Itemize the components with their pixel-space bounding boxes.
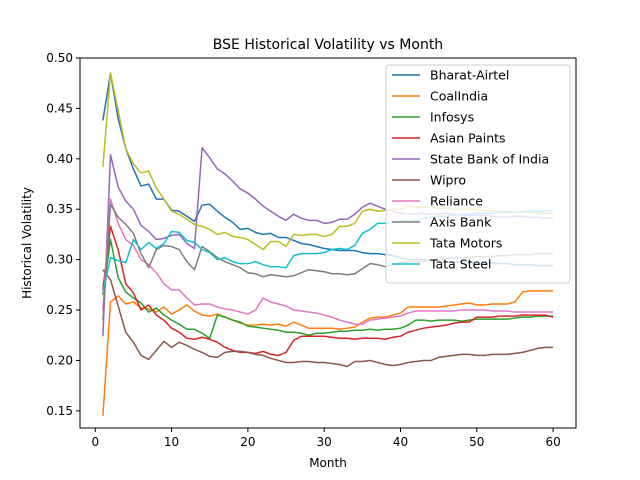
legend-label: CoalIndia [430, 89, 488, 104]
x-axis-label: Month [309, 456, 347, 470]
x-tick-label: 50 [469, 435, 484, 449]
legend-label: Bharat-Airtel [430, 68, 509, 83]
y-tick-label: 0.20 [46, 353, 73, 367]
series-line-coalindia [102, 290, 554, 416]
series-line-reliance [102, 198, 554, 325]
y-tick-label: 0.30 [46, 253, 73, 267]
legend-label: Wipro [430, 173, 466, 188]
y-tick-label: 0.40 [46, 152, 73, 166]
x-tick-label: 40 [393, 435, 408, 449]
y-tick-label: 0.35 [46, 202, 73, 216]
x-tick-label: 0 [91, 435, 99, 449]
legend-label: Tata Motors [429, 236, 502, 251]
legend-label: Tata Steel [429, 257, 491, 272]
x-tick-label: 60 [545, 435, 560, 449]
series-line-asian-paints [102, 225, 554, 357]
x-tick-label: 30 [317, 435, 332, 449]
y-tick-label: 0.15 [46, 404, 73, 418]
legend-label: State Bank of India [430, 152, 549, 167]
x-tick-label: 20 [240, 435, 255, 449]
x-tick-label: 10 [164, 435, 179, 449]
y-axis-ticks: 0.15 0.20 0.25 0.30 0.35 0.40 0.45 0.50 [46, 51, 80, 418]
series-line-wipro [102, 269, 554, 368]
legend-label: Asian Paints [430, 131, 506, 146]
legend-label: Reliance [430, 194, 483, 209]
y-tick-label: 0.50 [46, 51, 73, 65]
legend-box [385, 64, 571, 284]
chart-title: BSE Historical Volatility vs Month [213, 37, 443, 53]
legend-label: Infosys [430, 110, 474, 125]
y-tick-label: 0.45 [46, 101, 73, 115]
legend-label: Axis Bank [430, 215, 492, 230]
y-axis-label: Historical Volatility [20, 187, 34, 299]
axes-frame [79, 57, 577, 429]
legend: Bharat-Airtel CoalIndia Infosys Asian Paint… [385, 64, 571, 284]
y-tick-label: 0.25 [46, 303, 73, 317]
x-axis-ticks: 0 10 20 30 40 50 60 [91, 428, 561, 449]
series-line-infosys [102, 238, 554, 340]
